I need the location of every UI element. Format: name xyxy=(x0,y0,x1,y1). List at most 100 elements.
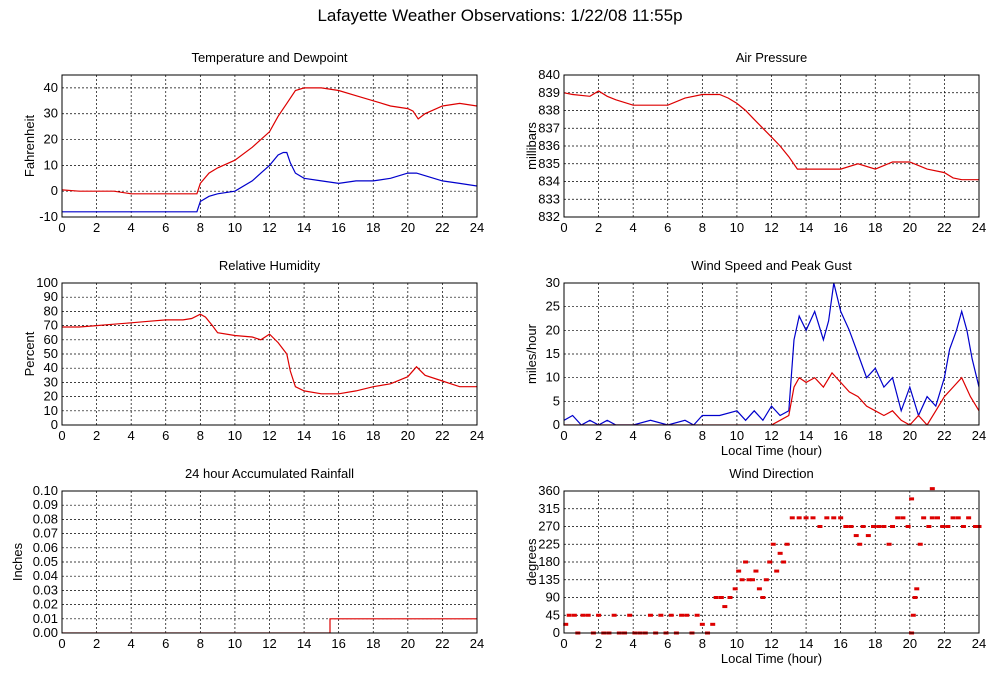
scatter-point xyxy=(817,525,823,528)
scatter-point xyxy=(890,525,896,528)
y-tick-label: 10 xyxy=(546,370,560,385)
series-line-1 xyxy=(62,151,477,213)
y-tick-label: 0.08 xyxy=(33,511,58,526)
x-axis-label: Local Time (hour) xyxy=(721,651,822,666)
x-tick-label: 22 xyxy=(937,428,951,443)
plot-frame xyxy=(61,490,478,634)
scatter-point xyxy=(718,596,724,599)
scatter-point xyxy=(732,587,738,591)
x-tick-label: 24 xyxy=(972,636,986,651)
scatter-point xyxy=(580,613,586,617)
y-axis-label: Percent xyxy=(22,331,37,376)
scatter-point xyxy=(713,596,719,599)
y-tick-label: 0 xyxy=(51,417,58,432)
grid-lines xyxy=(62,75,477,217)
scatter-point xyxy=(910,613,916,617)
x-tick-label: 16 xyxy=(833,220,847,235)
scatter-point xyxy=(905,525,911,528)
scatter-point xyxy=(684,613,690,617)
series-line-0 xyxy=(62,313,477,395)
scatter-point xyxy=(760,596,766,599)
scatter-point xyxy=(566,613,572,617)
x-tick-label: 6 xyxy=(664,220,671,235)
scatter-point xyxy=(848,525,854,528)
scatter-point xyxy=(945,525,951,528)
scatter-point xyxy=(743,560,749,564)
scatter-point xyxy=(831,516,837,520)
y-tick-label: 45 xyxy=(546,607,560,622)
y-tick-label: 30 xyxy=(44,374,58,389)
x-tick-label: 8 xyxy=(699,220,706,235)
chart-title: Temperature and Dewpoint xyxy=(191,50,347,65)
scatter-point xyxy=(929,487,935,491)
x-tick-label: 8 xyxy=(197,220,204,235)
x-tick-label: 4 xyxy=(630,220,637,235)
scatter-point xyxy=(796,516,802,520)
y-axis-label: miles/hour xyxy=(524,323,539,384)
x-tick-label: 0 xyxy=(58,636,65,651)
x-tick-label: 16 xyxy=(833,636,847,651)
scatter-point xyxy=(929,516,935,520)
grid-lines xyxy=(62,283,477,425)
scatter-point xyxy=(912,596,918,599)
x-tick-label: 12 xyxy=(764,636,778,651)
scatter-point xyxy=(770,542,776,546)
y-tick-label: 180 xyxy=(538,554,560,569)
y-tick-label: 833 xyxy=(538,191,560,206)
x-tick-label: 10 xyxy=(730,636,744,651)
scatter-point xyxy=(774,569,780,573)
plot-frame xyxy=(563,490,980,634)
y-tick-label: 840 xyxy=(538,67,560,82)
scatter-point xyxy=(857,542,863,546)
scatter-point xyxy=(843,525,849,528)
y-tick-label: 10 xyxy=(44,403,58,418)
x-tick-label: 8 xyxy=(699,428,706,443)
scatter-point xyxy=(596,613,602,617)
chart-title: 24 hour Accumulated Rainfall xyxy=(185,466,354,481)
scatter-point xyxy=(876,525,882,528)
x-axis-label: Local Time (hour) xyxy=(721,443,822,458)
x-tick-label: 18 xyxy=(868,220,882,235)
y-tick-label: 0 xyxy=(51,183,58,198)
y-axis-label: millibars xyxy=(524,122,539,170)
y-tick-label: 40 xyxy=(44,360,58,375)
series-line-0 xyxy=(62,618,477,633)
x-tick-label: 14 xyxy=(799,428,813,443)
y-tick-label: 360 xyxy=(538,483,560,498)
x-tick-label: 4 xyxy=(128,428,135,443)
scatter-point xyxy=(736,569,742,573)
y-tick-label: 20 xyxy=(44,389,58,404)
scatter-point xyxy=(917,542,923,546)
x-tick-label: 18 xyxy=(868,428,882,443)
x-tick-label: 0 xyxy=(560,636,567,651)
x-tick-label: 20 xyxy=(903,636,917,651)
y-tick-label: 10 xyxy=(44,157,58,172)
plot-frame xyxy=(563,282,980,426)
x-tick-label: 20 xyxy=(401,220,415,235)
x-tick-label: 22 xyxy=(937,636,951,651)
scatter-point xyxy=(647,613,653,617)
y-tick-label: 0.06 xyxy=(33,540,58,555)
y-tick-label: 0.05 xyxy=(33,554,58,569)
y-tick-label: 838 xyxy=(538,103,560,118)
chart-title: Wind Direction xyxy=(729,466,814,481)
scatter-point xyxy=(767,560,773,564)
series-line-0 xyxy=(564,282,979,425)
y-tick-label: 0.01 xyxy=(33,611,58,626)
scatter-point xyxy=(571,613,577,617)
x-tick-label: 4 xyxy=(128,220,135,235)
x-tick-label: 0 xyxy=(560,428,567,443)
x-tick-label: 4 xyxy=(630,428,637,443)
x-tick-label: 12 xyxy=(764,220,778,235)
x-tick-label: 12 xyxy=(262,636,276,651)
x-tick-label: 6 xyxy=(664,636,671,651)
scatter-point xyxy=(668,613,674,617)
x-tick-label: 8 xyxy=(197,636,204,651)
x-tick-label: 6 xyxy=(664,428,671,443)
scatter-point xyxy=(658,613,664,617)
y-tick-label: 315 xyxy=(538,501,560,516)
scatter-point xyxy=(679,613,685,617)
